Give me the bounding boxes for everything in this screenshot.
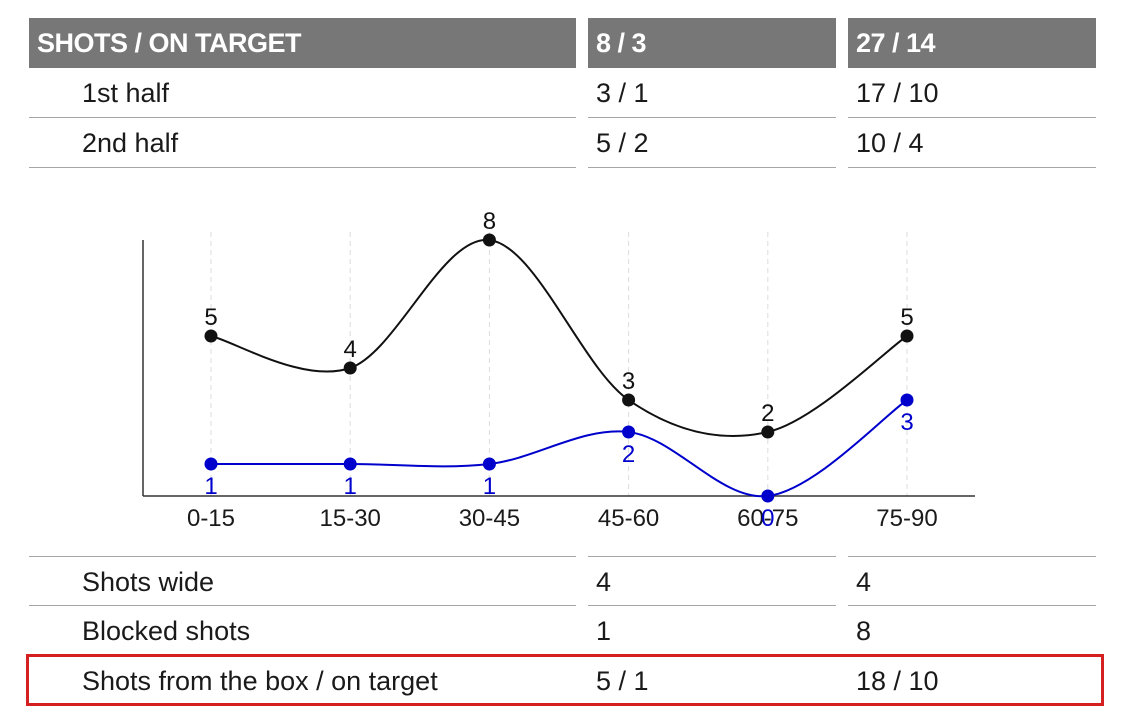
row-team-b: 18 / 10 [856, 666, 939, 696]
header-team-a: 8 / 3 [588, 18, 836, 68]
data-point [204, 329, 218, 343]
table-row: 2nd half 5 / 2 10 / 4 [0, 118, 1129, 168]
data-point [343, 457, 357, 471]
row-label: Blocked shots [29, 606, 576, 656]
row-team-a: 5 / 1 [596, 666, 649, 696]
data-point [622, 393, 636, 407]
x-tick-label: 75-90 [876, 505, 937, 532]
table-row: 1st half 3 / 1 17 / 10 [0, 68, 1129, 118]
table-row: Blocked shots 1 8 [0, 606, 1129, 656]
data-point [622, 425, 636, 439]
header-label: SHOTS / ON TARGET [29, 18, 576, 68]
data-label: 0 [761, 505, 774, 532]
x-tick-label: 0-15 [187, 505, 235, 532]
row-team-b: 17 / 10 [848, 68, 1096, 118]
series-line [210, 238, 908, 437]
row-team-a: 1 [588, 606, 836, 656]
data-point [343, 361, 357, 375]
header-team-b: 27 / 14 [848, 18, 1096, 68]
row-label: Shots from the box / on target [82, 666, 438, 696]
table-row-highlighted: Shots from the box / on target 5 / 1 18 … [0, 656, 1129, 706]
shots-timeline-chart: 0-15 15-30 30-45 45-60 60-75 75-90 5 4 8 3 2 5 1 1 1 2 0… [142, 208, 975, 532]
data-label: 1 [483, 473, 496, 500]
x-tick-label: 60-75 [737, 505, 798, 532]
row-team-b: 10 / 4 [848, 118, 1096, 168]
data-label: 2 [622, 441, 635, 468]
x-tick-label: 45-60 [598, 505, 659, 532]
data-point [482, 233, 496, 247]
data-label: 4 [344, 336, 357, 363]
data-label: 8 [483, 208, 496, 235]
row-team-a: 5 / 2 [588, 118, 836, 168]
row-team-a: 3 / 1 [588, 68, 836, 118]
row-team-b: 4 [848, 556, 1096, 606]
data-point [204, 457, 218, 471]
data-label: 5 [900, 304, 913, 331]
data-label: 3 [900, 409, 913, 436]
data-point [900, 393, 914, 407]
data-point [761, 425, 775, 439]
data-point [761, 489, 775, 503]
x-tick-label: 30-45 [459, 505, 520, 532]
row-label: Shots wide [29, 556, 576, 606]
row-team-a: 4 [588, 556, 836, 606]
data-label: 5 [204, 304, 217, 331]
data-label: 2 [761, 400, 774, 427]
data-point [482, 457, 496, 471]
row-label: 1st half [29, 68, 576, 118]
data-point [900, 329, 914, 343]
row-team-b: 8 [848, 606, 1096, 656]
table-row: Shots wide 4 4 [0, 556, 1129, 606]
data-label: 1 [344, 473, 357, 500]
table-header-row: SHOTS / ON TARGET 8 / 3 27 / 14 [0, 18, 1129, 68]
data-label: 1 [204, 473, 217, 500]
data-label: 3 [622, 368, 635, 395]
row-label: 2nd half [29, 118, 576, 168]
series-line [210, 399, 908, 498]
x-tick-label: 15-30 [320, 505, 381, 532]
